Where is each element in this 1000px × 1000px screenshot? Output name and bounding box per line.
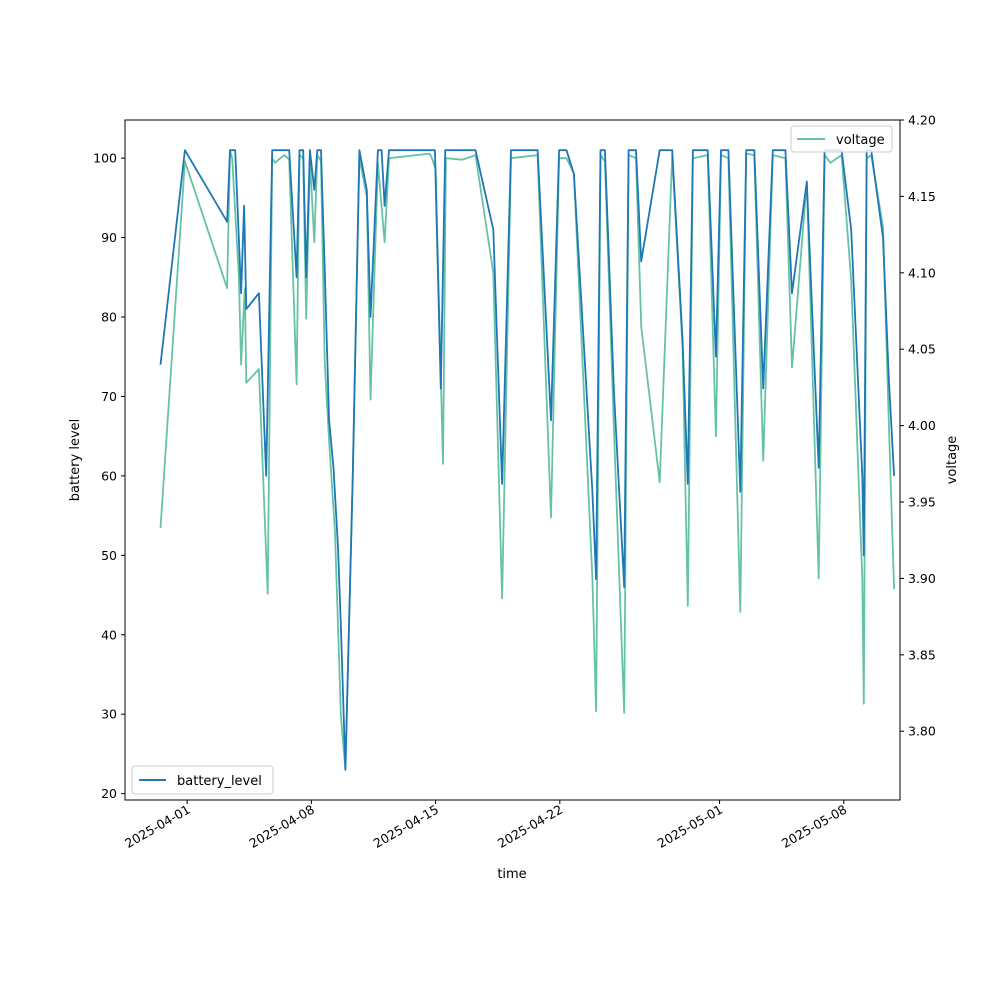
plot-area-frame	[124, 119, 901, 801]
y-tick-label: 100	[93, 151, 117, 166]
series-line-battery-level	[159, 149, 895, 771]
y-tick-label: 20	[101, 786, 117, 801]
legend-box	[131, 765, 274, 795]
y-axis-right: 3.80 3.85 3.90 3.95 4.00 4.05 4.10 4.15 4.20	[900, 113, 936, 739]
y2-axis-title: voltage	[945, 436, 960, 485]
y2-tick-label: 3.85	[908, 647, 936, 662]
plot-marks	[159, 149, 895, 771]
y2-tick-label: 3.95	[908, 495, 936, 510]
y2-tick-label: 3.80	[908, 724, 936, 739]
y-tick-label: 80	[101, 310, 117, 325]
y-tick-label: 90	[101, 230, 117, 245]
y-tick-label: 50	[101, 548, 117, 563]
y-tick-label: 60	[101, 468, 117, 483]
y2-tick-label: 4.00	[908, 418, 936, 433]
legend-label: voltage	[836, 133, 885, 148]
y-tick-label: 70	[101, 389, 117, 404]
series-line-voltage	[159, 149, 895, 771]
y2-tick-label: 4.10	[908, 265, 936, 280]
legend-battery-level: battery_level	[131, 765, 274, 795]
y-tick-label: 30	[101, 707, 117, 722]
y2-tick-label: 3.90	[908, 571, 936, 586]
y-tick-label: 40	[101, 627, 117, 642]
y2-tick-label: 4.20	[908, 113, 936, 128]
y-axis-left: 20 30 40 50 60 70 80 90 100	[93, 151, 125, 801]
legend-box	[790, 125, 893, 153]
x-axis-title: time	[497, 867, 526, 882]
y-axis-title: battery level	[68, 419, 83, 502]
y2-tick-label: 4.15	[908, 189, 936, 204]
legend-label: battery_level	[177, 774, 262, 789]
legend-voltage: voltage	[790, 125, 893, 153]
y2-tick-label: 4.05	[908, 342, 936, 357]
